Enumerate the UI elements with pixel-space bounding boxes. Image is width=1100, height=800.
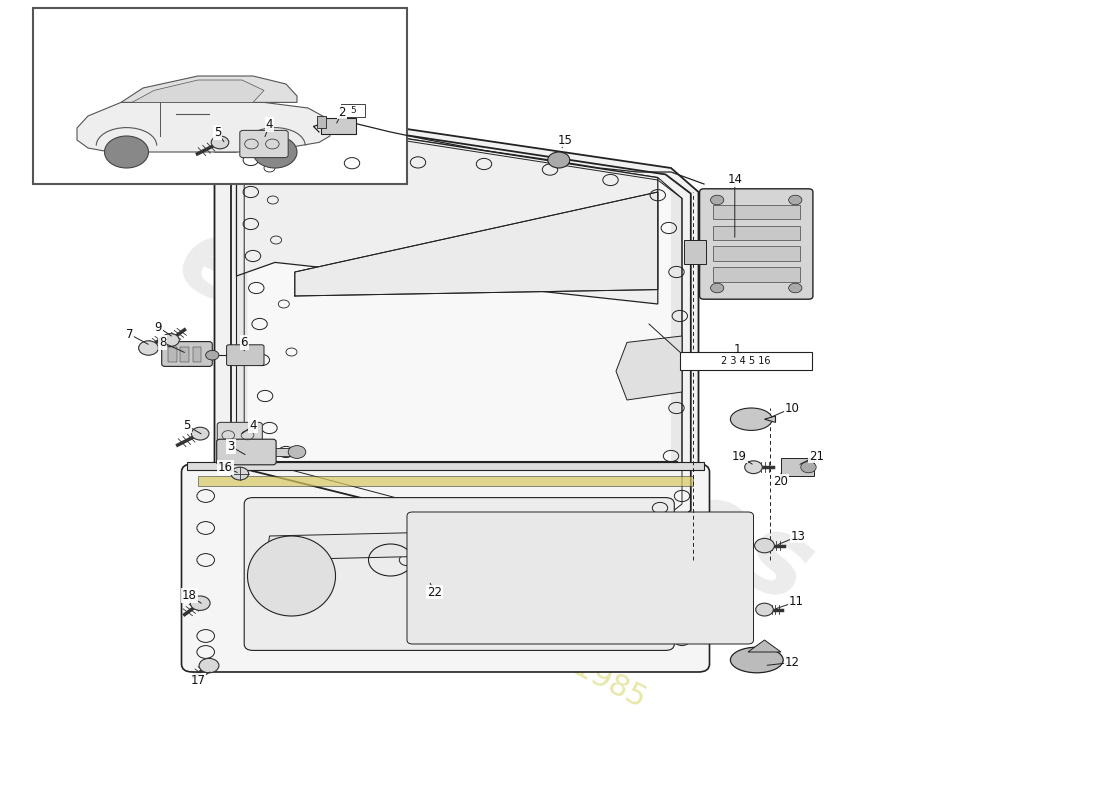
Bar (713, 226, 800, 240)
Text: 19: 19 (732, 450, 747, 462)
Text: 9: 9 (155, 321, 162, 334)
Circle shape (548, 152, 570, 168)
Circle shape (190, 596, 210, 610)
Text: 4: 4 (250, 419, 256, 432)
Text: 20: 20 (773, 475, 789, 488)
Text: 21: 21 (808, 450, 824, 462)
Circle shape (711, 195, 724, 205)
Text: 14: 14 (727, 173, 742, 186)
Bar (187, 462, 704, 470)
Circle shape (756, 603, 773, 616)
Bar (713, 205, 800, 219)
Circle shape (755, 538, 774, 553)
Bar (341, 104, 365, 117)
Polygon shape (121, 76, 297, 102)
Text: 3: 3 (228, 440, 234, 453)
FancyBboxPatch shape (162, 342, 212, 366)
Circle shape (711, 283, 724, 293)
Circle shape (231, 467, 249, 480)
Bar (33, 8, 407, 184)
Polygon shape (295, 192, 658, 296)
Text: 2: 2 (339, 106, 345, 118)
Circle shape (253, 136, 297, 168)
Circle shape (162, 334, 179, 346)
Circle shape (199, 658, 219, 673)
Text: 8: 8 (160, 336, 166, 349)
Polygon shape (266, 528, 616, 560)
Circle shape (211, 136, 229, 149)
Bar (192, 347, 201, 362)
Text: 16: 16 (218, 461, 233, 474)
FancyBboxPatch shape (244, 498, 674, 650)
Bar (180, 347, 189, 362)
Ellipse shape (248, 536, 336, 616)
Circle shape (288, 446, 306, 458)
Polygon shape (132, 80, 264, 102)
FancyBboxPatch shape (182, 464, 710, 672)
Polygon shape (748, 640, 781, 652)
Polygon shape (781, 458, 814, 476)
Bar (168, 347, 177, 362)
Text: 13: 13 (791, 530, 806, 542)
Bar (220, 448, 297, 456)
Bar (684, 240, 706, 264)
Text: eurospares: eurospares (160, 204, 830, 628)
Text: 5: 5 (184, 419, 190, 432)
Bar (713, 246, 800, 261)
Text: a passion for parts since 1985: a passion for parts since 1985 (230, 471, 650, 713)
Bar (198, 476, 693, 486)
Text: 4: 4 (266, 118, 273, 131)
Text: 5: 5 (214, 126, 221, 139)
Text: 6: 6 (241, 336, 248, 349)
Polygon shape (248, 122, 671, 560)
Circle shape (801, 462, 816, 473)
Polygon shape (236, 122, 658, 304)
Circle shape (206, 350, 219, 360)
FancyBboxPatch shape (217, 439, 276, 465)
Text: 11: 11 (789, 595, 804, 608)
Circle shape (789, 195, 802, 205)
Text: 1: 1 (734, 343, 740, 356)
Polygon shape (214, 112, 698, 576)
Circle shape (745, 461, 762, 474)
Circle shape (789, 283, 802, 293)
FancyBboxPatch shape (240, 130, 288, 158)
FancyBboxPatch shape (227, 345, 264, 366)
Circle shape (139, 341, 158, 355)
Ellipse shape (730, 647, 783, 673)
Text: 2 3 4 5 16: 2 3 4 5 16 (722, 356, 770, 366)
Polygon shape (764, 416, 776, 422)
Text: 18: 18 (182, 589, 197, 602)
Circle shape (104, 136, 148, 168)
Ellipse shape (730, 408, 772, 430)
FancyBboxPatch shape (700, 189, 813, 299)
Bar (680, 352, 812, 370)
Text: 5: 5 (350, 106, 356, 115)
Polygon shape (236, 122, 682, 564)
Polygon shape (77, 102, 330, 152)
Text: 12: 12 (784, 656, 800, 669)
Bar (321, 118, 356, 134)
FancyBboxPatch shape (218, 422, 263, 448)
Text: 10: 10 (784, 402, 800, 414)
Text: 7: 7 (126, 328, 133, 341)
Text: 15: 15 (558, 134, 573, 146)
Polygon shape (214, 124, 264, 152)
FancyBboxPatch shape (407, 512, 754, 644)
Circle shape (191, 427, 209, 440)
Bar (713, 267, 800, 282)
Text: 22: 22 (427, 586, 442, 598)
Text: 17: 17 (190, 674, 206, 686)
Polygon shape (616, 336, 682, 400)
Bar (317, 116, 326, 128)
